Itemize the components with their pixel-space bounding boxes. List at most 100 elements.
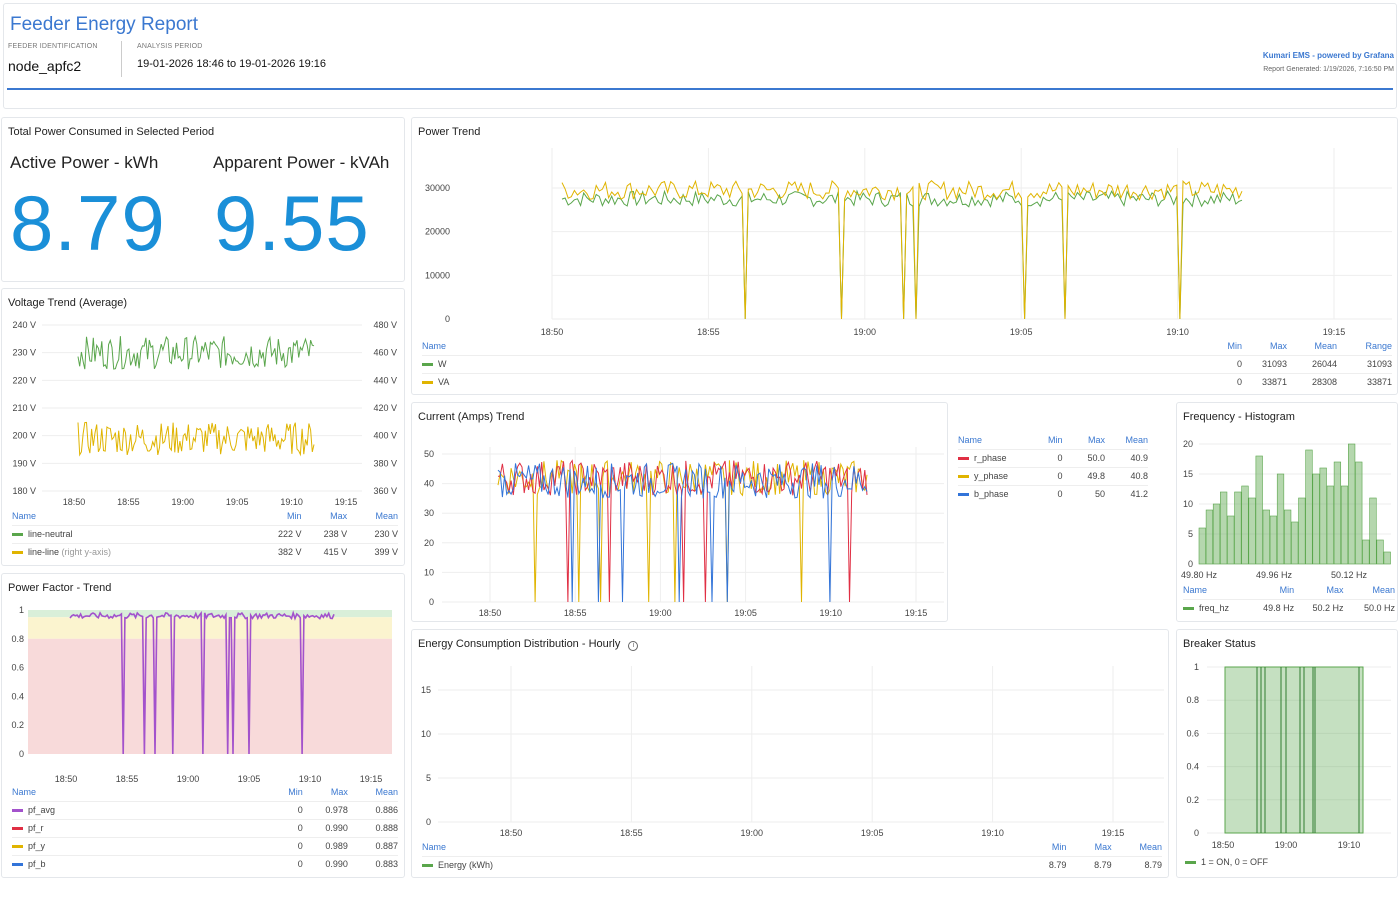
y-tick-label: 1 xyxy=(1194,662,1199,672)
y-right-tick-label: 420 V xyxy=(373,403,397,413)
legend-value: 415 V xyxy=(301,542,348,561)
y-tick-label: 190 V xyxy=(12,458,36,468)
x-tick-label: 18:50 xyxy=(479,608,502,618)
legend-row[interactable]: freq_hz 49.8 Hz 50.2 Hz 50.0 Hz xyxy=(1183,598,1395,617)
histogram-bar xyxy=(1220,491,1228,565)
breaker-status-panel: Breaker Status 1 0.8 0.6 0.4 0.2 0 18:50 19:00 1… xyxy=(1176,629,1398,878)
legend-value: 0 xyxy=(1212,354,1242,373)
x-tick-label: 19:10 xyxy=(299,774,322,784)
legend-row[interactable]: line-line (right y-axis) 382 V 415 V 399 V xyxy=(12,542,398,561)
legend-value: 238 V xyxy=(301,524,348,543)
y-tick-label: 20 xyxy=(1183,439,1193,449)
panel-title: Total Power Consumed in Selected Period xyxy=(8,126,215,138)
y-right-tick-label: 480 V xyxy=(373,320,397,330)
legend-value: 0.990 xyxy=(302,818,348,837)
x-tick-label: 19:05 xyxy=(734,608,757,618)
legend-value: 41.2 xyxy=(1105,484,1148,503)
legend-header-cell: Max xyxy=(1269,340,1287,351)
y-tick-label: 10 xyxy=(1183,499,1193,509)
legend-swatch xyxy=(422,363,433,367)
legend-series-name: freq_hz xyxy=(1183,598,1245,617)
y-right-tick-label: 380 V xyxy=(373,458,397,468)
histogram-bar xyxy=(1205,509,1214,565)
x-tick-label: 19:00 xyxy=(1275,840,1298,850)
energy-hourly-panel: Energy Consumption Distribution - Hourly… xyxy=(411,629,1169,878)
legend-header-cell: Max xyxy=(1087,434,1105,445)
y-tick-label: 0 xyxy=(19,749,24,759)
histogram-bar xyxy=(1305,449,1313,565)
power-factor-legend: Name Min Max Mean pf_avg 0 0.978 0.886 pf_r 0 0.99… xyxy=(12,783,398,873)
legend-series-name: pf_avg xyxy=(12,800,263,819)
legend-value: 0.978 xyxy=(302,800,348,819)
histogram-bar xyxy=(1312,473,1320,565)
x-tick-label: 18:55 xyxy=(117,497,140,507)
legend-swatch xyxy=(958,457,969,461)
report-title: Feeder Energy Report xyxy=(10,14,198,35)
legend-row[interactable]: y_phase 0 49.8 40.8 xyxy=(958,466,1148,485)
y-tick-label: 20000 xyxy=(425,227,450,237)
histogram-bar xyxy=(1241,485,1249,565)
legend-row[interactable]: pf_avg 0 0.978 0.886 xyxy=(12,800,398,819)
power-factor-chart: 1 0.8 0.6 0.4 0.2 0 18:50 18:55 19:00 19:05 19:10 1… xyxy=(11,605,392,784)
apparent-power-label: Apparent Power - kVAh xyxy=(213,153,390,172)
legend-swatch xyxy=(1183,607,1194,611)
breaker-legend: 1 = ON, 0 = OFF xyxy=(1185,857,1268,867)
analysis-period-value: 19-01-2026 18:46 to 19-01-2026 19:16 xyxy=(137,58,326,70)
series-line-y xyxy=(497,459,868,603)
y-tick-label: 50 xyxy=(424,449,434,459)
power-trend-chart: 30000 20000 10000 0 18:50 18:55 19:00 19:05 19:1… xyxy=(425,148,1392,337)
legend-header-cell: Max xyxy=(1094,841,1112,852)
legend-value: 0 xyxy=(1024,448,1063,467)
legend-value: 0 xyxy=(1212,372,1242,391)
legend-value: 0.888 xyxy=(347,818,398,837)
x-tick-label: 19:15 xyxy=(1323,327,1346,337)
panel-title: Power Trend xyxy=(418,126,481,138)
legend-swatch xyxy=(958,493,969,497)
legend-header-row: Name Min Max Mean Range xyxy=(422,337,1392,355)
y-right-tick-label: 400 V xyxy=(373,431,397,441)
x-tick-label: 19:15 xyxy=(905,608,928,618)
histogram-bar xyxy=(1298,497,1306,565)
x-tick-label: 18:55 xyxy=(116,774,139,784)
x-tick-label: 18:50 xyxy=(63,497,86,507)
legend-header-cell: Name xyxy=(12,786,37,797)
y-tick-label: 10 xyxy=(421,729,431,739)
legend-row[interactable]: W 0 31093 26044 31093 xyxy=(422,354,1392,373)
legend-header-row: Name Min Max Mean xyxy=(422,838,1162,856)
x-tick-label: 19:00 xyxy=(854,327,877,337)
y-tick-label: 0.2 xyxy=(11,720,24,730)
panel-title: Current (Amps) Trend xyxy=(418,411,525,423)
legend-header-cell: Name xyxy=(422,841,447,852)
legend-row[interactable]: r_phase 0 50.0 40.9 xyxy=(958,448,1148,467)
histogram-bar xyxy=(1326,485,1334,565)
histogram-bar xyxy=(1340,485,1349,565)
legend-row[interactable]: line-neutral 222 V 238 V 230 V xyxy=(12,524,398,543)
legend-row[interactable]: pf_b 0 0.990 0.883 xyxy=(12,854,398,873)
x-tick-label: 18:50 xyxy=(1212,840,1235,850)
panel-title: Frequency - Histogram xyxy=(1183,411,1295,423)
legend-header-row: Name Min Max Mean xyxy=(12,783,398,801)
y-tick-label: 0.4 xyxy=(11,691,24,701)
legend-value: 382 V xyxy=(255,542,302,561)
warning-band xyxy=(28,617,392,639)
legend-row[interactable]: Energy (kWh) 8.79 8.79 8.79 xyxy=(422,855,1162,874)
histogram-bar xyxy=(1284,509,1292,565)
legend-row[interactable]: VA 0 33871 28308 33871 xyxy=(422,372,1392,391)
x-tick-label: 19:10 xyxy=(1338,840,1361,850)
x-tick-label: 49.80 Hz xyxy=(1181,570,1218,580)
histogram-bar xyxy=(1212,503,1221,565)
frequency-histogram-panel: Frequency - Histogram 20 15 10 5 0 49.80 Hz 49… xyxy=(1176,402,1398,622)
legend-swatch xyxy=(12,533,23,537)
header-divider xyxy=(121,41,122,77)
legend-header-cell: Min xyxy=(288,786,303,797)
y-tick-label: 15 xyxy=(1183,469,1193,479)
legend-value: 0.886 xyxy=(347,800,398,819)
voltage-trend-legend: Name Min Max Mean line-neutral 222 V 238 V 230 … xyxy=(12,507,398,561)
x-tick-label: 18:55 xyxy=(564,608,587,618)
legend-row[interactable]: pf_r 0 0.990 0.888 xyxy=(12,818,398,837)
info-circle-icon[interactable]: i xyxy=(628,641,639,651)
legend-row[interactable]: pf_y 0 0.989 0.887 xyxy=(12,836,398,855)
y-right-tick-label: 460 V xyxy=(373,348,397,358)
legend-series-name: pf_y xyxy=(12,836,263,855)
legend-row[interactable]: b_phase 0 50 41.2 xyxy=(958,484,1148,503)
